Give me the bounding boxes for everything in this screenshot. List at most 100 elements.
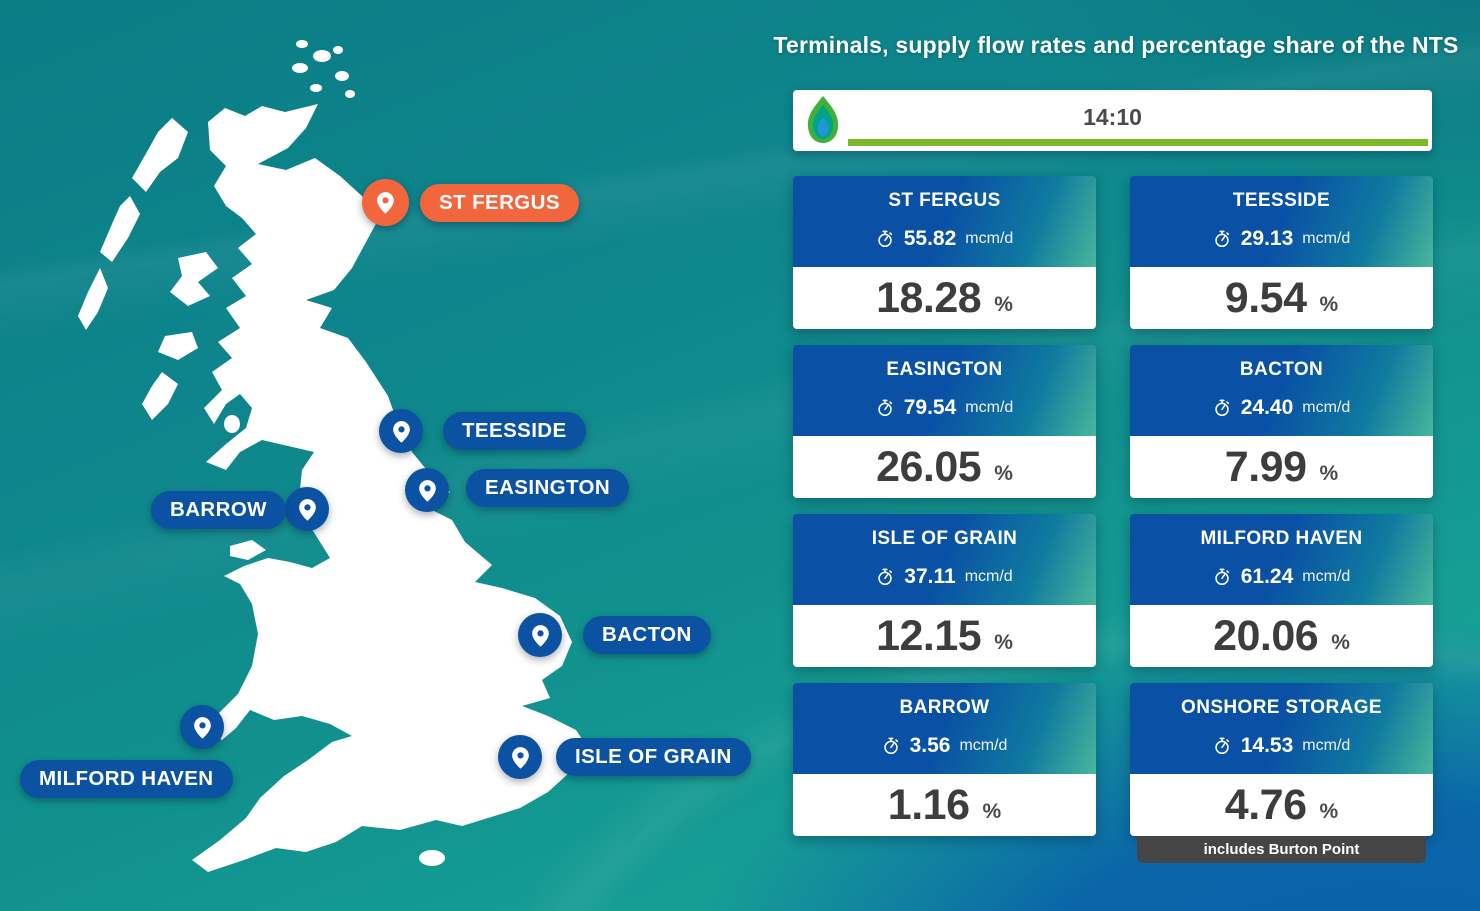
share-value: 18.28 <box>876 273 982 322</box>
terminal-name: EASINGTON <box>886 359 1003 380</box>
terminal-name: ONSHORE STORAGE <box>1181 697 1382 718</box>
card-header: EASINGTON 79.54 mcm/d <box>793 345 1096 436</box>
stopwatch-icon <box>883 737 898 755</box>
flow-unit: mcm/d <box>1302 230 1351 247</box>
map-pin-bacton[interactable] <box>518 613 562 657</box>
flow-unit: mcm/d <box>965 230 1014 247</box>
share-unit: % <box>1319 462 1339 485</box>
time-bar: 14:10 <box>793 90 1432 151</box>
map-pin-milford-haven[interactable] <box>180 705 224 749</box>
progress-bar <box>848 139 1428 146</box>
stopwatch-icon <box>878 399 892 417</box>
terminal-name: TEESSIDE <box>1232 190 1331 211</box>
outer-hebrides <box>132 118 188 192</box>
card-header: BARROW 3.56 mcm/d <box>793 683 1096 774</box>
share-unit: % <box>1331 631 1350 654</box>
anglesey <box>230 540 266 560</box>
map-pin-isle-of-grain[interactable] <box>498 735 542 779</box>
flow-unit: mcm/d <box>1302 399 1351 416</box>
location-marker-icon <box>418 479 436 501</box>
map-label-milford-haven[interactable]: MILFORD HAVEN <box>20 760 233 798</box>
terminal-card-bacton[interactable]: BACTON 24.40 mcm/d 7.99 % <box>1130 345 1433 498</box>
location-marker-icon <box>193 716 211 738</box>
orkney-3 <box>292 63 308 73</box>
map-label-bacton[interactable]: BACTON <box>583 616 711 654</box>
share-unit: % <box>994 462 1013 485</box>
isle-of-wight <box>419 850 445 866</box>
terminal-card-onshore-storage[interactable]: ONSHORE STORAGE 14.53 mcm/d 4.76 % inclu… <box>1130 683 1433 863</box>
map-pin-easington[interactable] <box>405 468 449 512</box>
flow-unit: mcm/d <box>964 568 1013 585</box>
card-header: TEESSIDE 29.13 mcm/d <box>1130 176 1433 267</box>
flow-value: 3.56 <box>909 734 951 757</box>
card-body: 12.15 % <box>793 605 1096 667</box>
location-marker-icon <box>531 624 549 646</box>
flow-value: 79.54 <box>903 396 957 419</box>
terminal-name: ST FERGUS <box>888 190 1001 211</box>
card-header: ONSHORE STORAGE 14.53 mcm/d <box>1130 683 1433 774</box>
orkney-1 <box>296 40 308 48</box>
terminal-card-teesside[interactable]: TEESSIDE 29.13 mcm/d 9.54 % <box>1130 176 1433 329</box>
terminal-card-isle-of-grain[interactable]: ISLE OF GRAIN 37.11 mcm/d 12.15 % <box>793 514 1096 667</box>
share-value: 9.54 <box>1224 273 1307 322</box>
terminal-card-st-fergus[interactable]: ST FERGUS 55.82 mcm/d 18.28 % <box>793 176 1096 329</box>
terminal-card-easington[interactable]: EASINGTON 79.54 mcm/d 26.05 % <box>793 345 1096 498</box>
uk-map <box>78 40 588 872</box>
map-label-barrow[interactable]: BARROW <box>151 491 286 529</box>
stopwatch-icon <box>878 568 893 586</box>
stopwatch-icon <box>1215 737 1229 755</box>
terminal-cards-grid: ST FERGUS 55.82 mcm/d 18.28 % TEESSIDE 2… <box>793 176 1433 863</box>
arran <box>224 415 240 433</box>
flow-unit: mcm/d <box>1302 568 1351 585</box>
gb-mainland <box>192 104 588 872</box>
flow-value: 14.53 <box>1240 734 1294 757</box>
location-marker-icon <box>298 498 316 520</box>
share-unit: % <box>994 293 1013 316</box>
skye <box>170 252 218 306</box>
location-marker-icon <box>392 420 410 442</box>
terminal-name: BARROW <box>899 697 990 718</box>
map-pin-barrow[interactable] <box>285 487 329 531</box>
map-label-isle-of-grain[interactable]: ISLE OF GRAIN <box>556 738 751 776</box>
share-unit: % <box>1319 293 1339 316</box>
card-body: 7.99 % <box>1130 436 1433 498</box>
map-label-st-fergus[interactable]: ST FERGUS <box>420 184 579 222</box>
stopwatch-icon <box>1215 230 1229 248</box>
terminal-name: BACTON <box>1239 359 1324 380</box>
orkney-2 <box>313 50 331 62</box>
card-body: 4.76 % <box>1130 774 1433 836</box>
flow-value: 61.24 <box>1240 565 1294 588</box>
map-pin-teesside[interactable] <box>379 409 423 453</box>
flow-value: 29.13 <box>1240 227 1294 250</box>
terminal-card-barrow[interactable]: BARROW 3.56 mcm/d 1.16 % <box>793 683 1096 836</box>
card-header: BACTON 24.40 mcm/d <box>1130 345 1433 436</box>
card-header: ISLE OF GRAIN 37.11 mcm/d <box>793 514 1096 605</box>
card-body: 1.16 % <box>793 774 1096 836</box>
flow-value: 24.40 <box>1240 396 1294 419</box>
share-unit: % <box>982 800 1002 823</box>
orkney-6 <box>310 84 322 92</box>
card-body: 9.54 % <box>1130 267 1433 329</box>
islay-jura <box>142 372 178 420</box>
share-value: 1.16 <box>887 780 970 829</box>
outer-hebrides-south <box>100 196 140 262</box>
map-label-teesside[interactable]: TEESSIDE <box>443 412 586 450</box>
orkney-5 <box>335 71 349 81</box>
map-label-easington[interactable]: EASINGTON <box>466 469 630 507</box>
card-header: ST FERGUS 55.82 mcm/d <box>793 176 1096 267</box>
flow-unit: mcm/d <box>965 399 1014 416</box>
page-title: Terminals, supply flow rates and percent… <box>773 32 1459 58</box>
terminal-card-milford-haven[interactable]: MILFORD HAVEN 61.24 mcm/d 20.06 % <box>1130 514 1433 667</box>
card-body: 26.05 % <box>793 436 1096 498</box>
share-unit: % <box>1319 800 1339 823</box>
mull <box>158 332 198 360</box>
map-pin-st-fergus[interactable] <box>362 179 409 226</box>
orkney-7 <box>345 90 355 98</box>
flow-value: 55.82 <box>903 227 957 250</box>
terminal-name: MILFORD HAVEN <box>1200 528 1363 549</box>
location-marker-icon <box>377 192 394 214</box>
share-unit: % <box>994 631 1013 654</box>
orkney-4 <box>333 46 343 54</box>
stopwatch-icon <box>878 230 892 248</box>
share-value: 7.99 <box>1224 442 1307 491</box>
